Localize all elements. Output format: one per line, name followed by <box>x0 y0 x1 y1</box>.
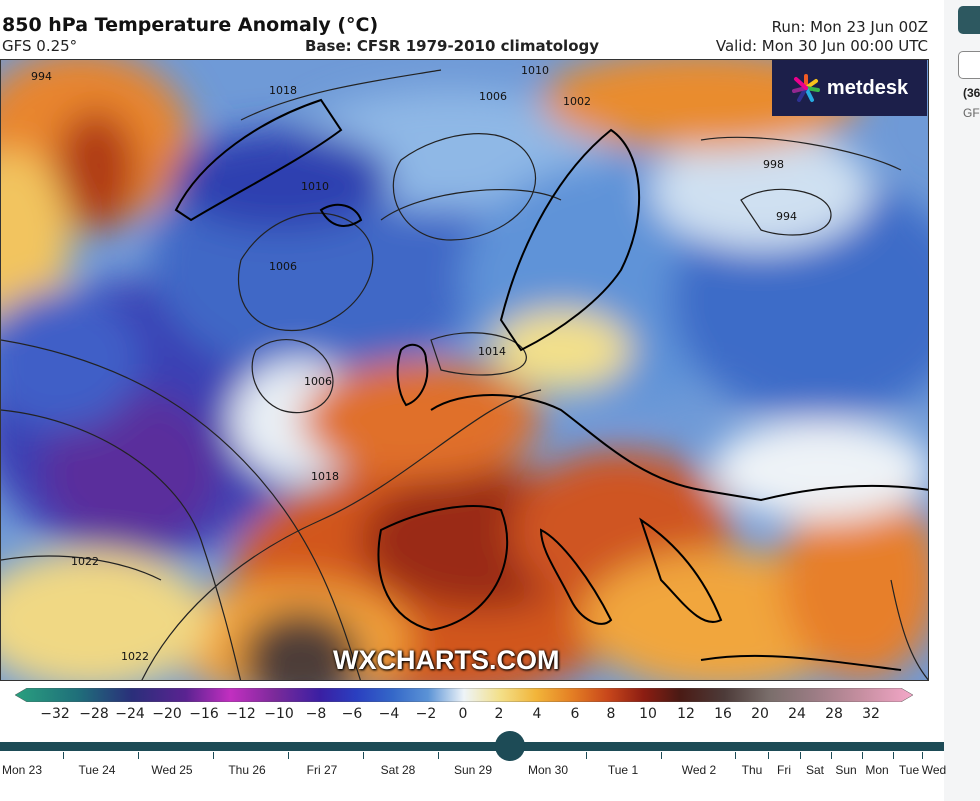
scale-tick-label: −2 <box>415 706 437 722</box>
scale-tick-label: −32 <box>40 706 70 722</box>
model-label: GFS 0.25° <box>2 37 78 55</box>
svg-text:994: 994 <box>776 210 797 223</box>
base-climatology-label: Base: CFSR 1979-2010 climatology <box>305 37 600 55</box>
timeline-tick <box>831 752 832 759</box>
run-label: Run: Mon 23 Jun 00Z <box>771 18 928 36</box>
scale-tick-label: −24 <box>115 706 145 722</box>
svg-text:1022: 1022 <box>71 555 99 568</box>
timeline-day-label[interactable]: Sun 29 <box>453 763 493 777</box>
timeline-tick <box>288 752 289 759</box>
timeline-day-label[interactable]: Sat <box>805 763 825 777</box>
scale-tick-label: −12 <box>226 706 256 722</box>
timeline-tick <box>862 752 863 759</box>
side-secondary-button[interactable] <box>958 51 980 79</box>
timeline-tick <box>63 752 64 759</box>
svg-text:998: 998 <box>763 158 784 171</box>
timeline-day-label[interactable]: Sun <box>835 763 857 777</box>
anomaly-map: 1018 1010 1006 1006 1006 1010 1002 1014 … <box>0 59 929 681</box>
scale-tick-label: −20 <box>152 706 182 722</box>
scale-tick-label: 28 <box>825 706 843 722</box>
scale-tick-label: −4 <box>378 706 400 722</box>
timeline-day-label[interactable]: Fri 27 <box>306 763 338 777</box>
timeline-handle[interactable] <box>495 731 525 761</box>
timeline-day-label[interactable]: Sat 28 <box>380 763 416 777</box>
scale-tick-label: 0 <box>458 706 468 722</box>
timeline-tick <box>586 752 587 759</box>
timeline-tick <box>800 752 801 759</box>
timeline-day-label[interactable]: Mon 30 <box>527 763 569 777</box>
svg-text:1022: 1022 <box>121 650 149 663</box>
timeline-tick <box>768 752 769 759</box>
scale-tick-label: −6 <box>341 706 363 722</box>
scale-tick-label: −28 <box>79 706 109 722</box>
scale-tick-label: 12 <box>677 706 695 722</box>
svg-text:1006: 1006 <box>269 260 297 273</box>
scale-tick-label: −8 <box>305 706 327 722</box>
svg-text:994: 994 <box>31 70 52 83</box>
scale-tick-label: 20 <box>751 706 769 722</box>
metdesk-flower-icon <box>791 74 820 102</box>
svg-text:1018: 1018 <box>311 470 339 483</box>
side-label-2: GF <box>963 106 980 120</box>
color-scale-bar <box>15 688 913 702</box>
scale-tick-label: 24 <box>788 706 806 722</box>
timeline-tick <box>438 752 439 759</box>
map-graphic: 1018 1010 1006 1006 1006 1010 1002 1014 … <box>1 60 928 680</box>
scale-tick-label: 2 <box>494 706 504 722</box>
timeline-tick <box>893 752 894 759</box>
timeline-day-label[interactable]: Tue 24 <box>78 763 116 777</box>
timeline-day-label[interactable]: Thu 26 <box>228 763 266 777</box>
scale-tick-label: 10 <box>639 706 657 722</box>
timeline-tick <box>661 752 662 759</box>
svg-text:1006: 1006 <box>479 90 507 103</box>
svg-text:1006: 1006 <box>304 375 332 388</box>
svg-text:1010: 1010 <box>301 180 329 193</box>
timeline-day-label[interactable]: Wed 25 <box>151 763 193 777</box>
metdesk-logo: metdesk <box>772 60 927 116</box>
wxcharts-watermark: WXCHARTS.COM <box>333 645 560 675</box>
timeline-day-label[interactable]: Mon 23 <box>1 763 43 777</box>
scale-tick-label: −16 <box>189 706 219 722</box>
scale-tick-label: 32 <box>862 706 880 722</box>
timeline-day-label[interactable]: Tue <box>898 763 920 777</box>
side-primary-button[interactable] <box>958 6 980 34</box>
scale-tick-label: 6 <box>570 706 580 722</box>
svg-text:1010: 1010 <box>521 64 549 77</box>
color-scale-ticks: −32 −28 −24 −20 −16 −12 −10 −8 −6 −4 −2 0 2 4 6 8 10 12 16… <box>0 706 944 728</box>
side-label-1: (36 <box>963 86 980 100</box>
timeline-day-label[interactable]: Wed 2 <box>681 763 717 777</box>
timeline-tick <box>922 752 923 759</box>
chart-panel: 850 hPa Temperature Anomaly (°C) GFS 0.2… <box>0 0 947 801</box>
scale-tick-label: 4 <box>532 706 542 722</box>
scale-tick-label: −10 <box>264 706 294 722</box>
timeline-tick <box>363 752 364 759</box>
svg-text:1018: 1018 <box>269 84 297 97</box>
metdesk-logo-text: metdesk <box>826 76 909 99</box>
valid-label: Valid: Mon 30 Jun 00:00 UTC <box>715 37 928 55</box>
svg-text:1014: 1014 <box>478 345 506 358</box>
scale-tick-label: 16 <box>714 706 732 722</box>
scale-tick-label: 8 <box>606 706 616 722</box>
timeline-day-label[interactable]: Wed <box>921 763 947 777</box>
timeline-day-label[interactable]: Thu <box>741 763 763 777</box>
timeline-track[interactable] <box>0 742 944 751</box>
timeline-day-label[interactable]: Tue 1 <box>607 763 639 777</box>
timeline-tick <box>735 752 736 759</box>
svg-text:1002: 1002 <box>563 95 591 108</box>
timeline-day-label[interactable]: Fri <box>777 763 791 777</box>
timeline-tick <box>213 752 214 759</box>
chart-title: 850 hPa Temperature Anomaly (°C) <box>2 14 379 36</box>
timeline-tick <box>138 752 139 759</box>
timeline-day-label[interactable]: Mon <box>865 763 889 777</box>
timeline-tick <box>511 752 512 759</box>
